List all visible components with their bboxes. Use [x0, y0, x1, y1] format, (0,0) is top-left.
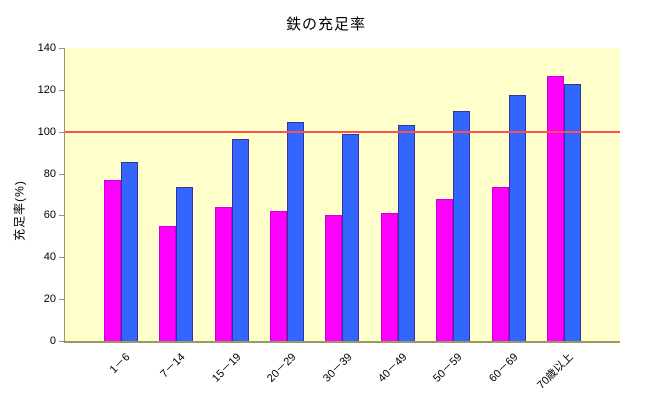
y-axis-label: 充足率(%) — [12, 180, 27, 241]
bar-group — [426, 48, 481, 341]
bar-group — [537, 48, 592, 341]
y-tick-mark — [59, 48, 64, 49]
y-tick-mark — [59, 341, 64, 342]
chart-title: 鉄の充足率 — [285, 16, 366, 33]
blue-bar — [287, 122, 305, 341]
y-tick-label: 100 — [37, 126, 56, 138]
y-tick-label: 80 — [43, 168, 56, 180]
magenta-bar — [103, 180, 121, 341]
magenta-bar — [270, 211, 288, 341]
y-tick-label: 120 — [37, 84, 56, 96]
magenta-bar — [547, 76, 565, 341]
y-tick-mark — [59, 174, 64, 175]
plot-area — [64, 48, 620, 343]
bar-group — [204, 48, 259, 341]
magenta-bar — [214, 207, 232, 341]
blue-bar — [508, 95, 526, 341]
blue-bar — [564, 84, 582, 341]
blue-bar — [120, 162, 138, 341]
blue-bar — [231, 139, 249, 341]
blue-bar — [397, 125, 415, 341]
magenta-bar — [325, 215, 343, 341]
bar-group — [259, 48, 314, 341]
y-tick-mark — [59, 299, 64, 300]
bars-container — [65, 48, 620, 341]
blue-bar — [453, 111, 471, 341]
y-tick-label: 0 — [49, 335, 56, 347]
magenta-bar — [491, 187, 509, 341]
y-tick-label: 20 — [43, 293, 56, 305]
magenta-bar — [159, 226, 177, 341]
y-tick-label: 40 — [43, 251, 56, 263]
bar-group — [93, 48, 148, 341]
magenta-bar — [436, 199, 454, 341]
y-tick-mark — [59, 215, 64, 216]
magenta-bar — [380, 213, 398, 341]
y-tick-mark — [59, 132, 64, 133]
blue-bar — [176, 187, 194, 341]
reference-line-100 — [65, 131, 620, 133]
bar-group — [315, 48, 370, 341]
y-tick-mark — [59, 90, 64, 91]
y-tick-mark — [59, 257, 64, 258]
y-tick-label: 140 — [37, 42, 56, 54]
bar-group — [148, 48, 203, 341]
bar-group — [370, 48, 425, 341]
y-tick-label: 60 — [43, 209, 56, 221]
bar-group — [481, 48, 536, 341]
blue-bar — [342, 134, 360, 341]
x-tick-label: 70歳以上 — [535, 351, 576, 392]
